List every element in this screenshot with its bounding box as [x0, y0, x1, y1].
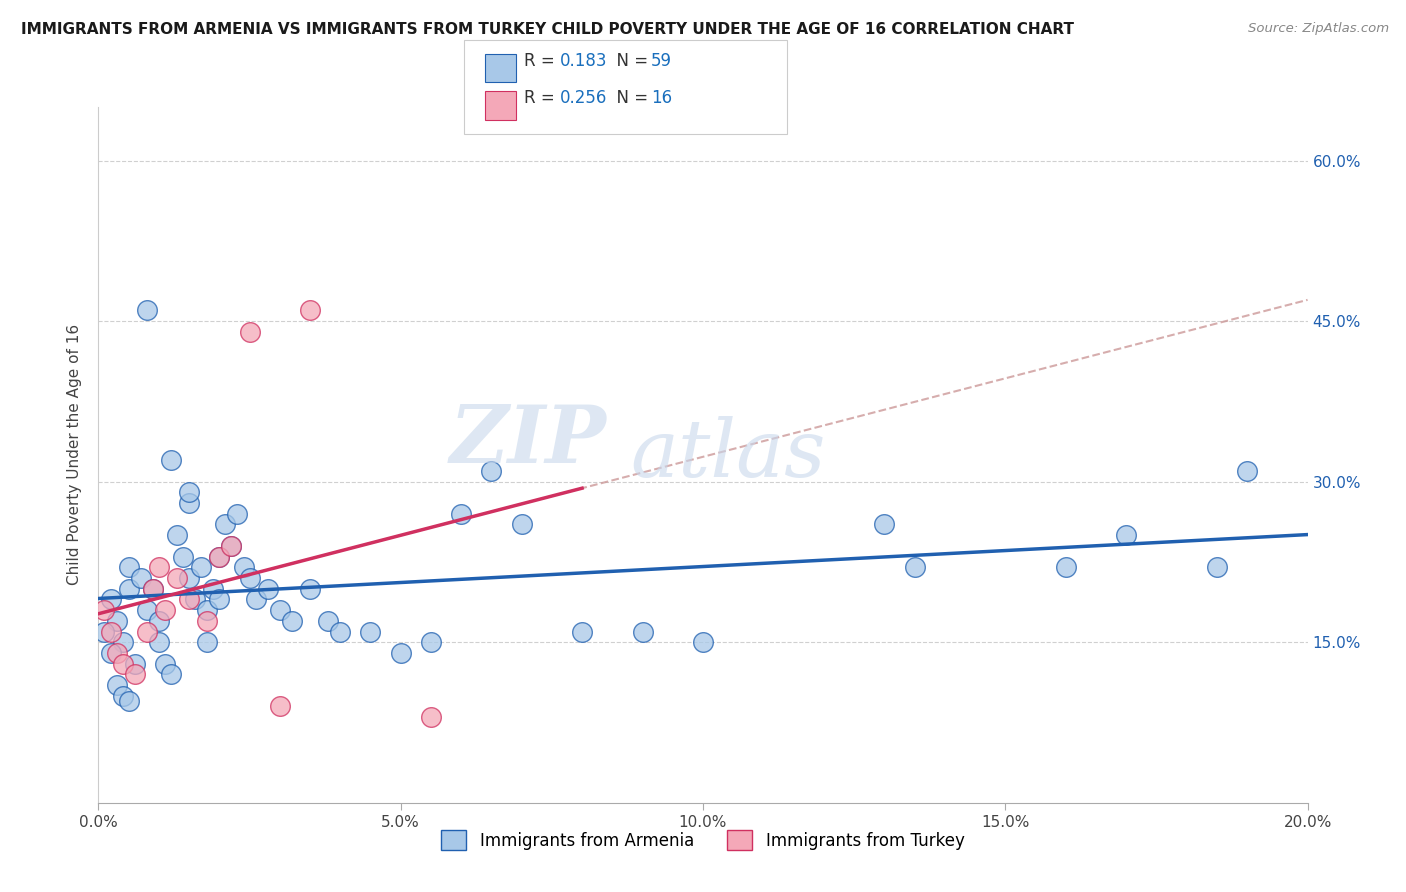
Point	[148, 614, 170, 628]
Point	[190, 560, 212, 574]
Point	[208, 592, 231, 607]
Point	[202, 582, 225, 596]
Point	[124, 657, 146, 671]
Point	[208, 549, 231, 564]
Point	[269, 699, 291, 714]
Point	[1054, 560, 1077, 574]
Text: ZIP: ZIP	[450, 402, 606, 480]
Point	[111, 635, 134, 649]
Point	[105, 646, 128, 660]
Point	[481, 464, 503, 478]
Point	[111, 657, 134, 671]
Point	[118, 582, 141, 596]
Point	[450, 507, 472, 521]
Point	[195, 614, 218, 628]
Text: R =: R =	[524, 52, 561, 70]
Point	[692, 635, 714, 649]
Point	[118, 560, 141, 574]
Point	[510, 517, 533, 532]
Point	[256, 582, 278, 596]
Point	[239, 325, 262, 339]
Text: 0.183: 0.183	[560, 52, 607, 70]
Text: 16: 16	[651, 89, 672, 107]
Point	[129, 571, 152, 585]
Text: atlas: atlas	[630, 417, 825, 493]
Point	[135, 303, 157, 318]
Text: IMMIGRANTS FROM ARMENIA VS IMMIGRANTS FROM TURKEY CHILD POVERTY UNDER THE AGE OF: IMMIGRANTS FROM ARMENIA VS IMMIGRANTS FR…	[21, 22, 1074, 37]
Point	[135, 624, 157, 639]
Point	[420, 635, 443, 649]
Point	[111, 689, 134, 703]
Point	[179, 496, 201, 510]
Point	[420, 710, 443, 724]
Point	[166, 571, 188, 585]
Point	[299, 303, 322, 318]
Point	[873, 517, 896, 532]
Point	[195, 603, 218, 617]
Text: 59: 59	[651, 52, 672, 70]
Point	[118, 694, 141, 708]
Point	[166, 528, 188, 542]
Point	[571, 624, 593, 639]
Point	[1236, 464, 1258, 478]
Point	[245, 592, 267, 607]
Point	[135, 603, 157, 617]
Legend: Immigrants from Armenia, Immigrants from Turkey: Immigrants from Armenia, Immigrants from…	[434, 823, 972, 857]
Point	[179, 571, 201, 585]
Point	[100, 592, 122, 607]
Point	[232, 560, 254, 574]
Point	[105, 678, 128, 692]
Text: N =: N =	[606, 52, 654, 70]
Point	[153, 657, 176, 671]
Point	[93, 603, 115, 617]
Point	[1115, 528, 1137, 542]
Point	[1206, 560, 1229, 574]
Point	[172, 549, 194, 564]
Point	[195, 635, 218, 649]
Point	[153, 603, 176, 617]
Y-axis label: Child Poverty Under the Age of 16: Child Poverty Under the Age of 16	[67, 325, 83, 585]
Point	[142, 582, 165, 596]
Point	[148, 560, 170, 574]
Point	[105, 614, 128, 628]
Point	[208, 549, 231, 564]
Point	[299, 582, 322, 596]
Point	[124, 667, 146, 681]
Point	[221, 539, 243, 553]
Point	[179, 485, 201, 500]
Point	[360, 624, 382, 639]
Point	[239, 571, 262, 585]
Text: 0.256: 0.256	[560, 89, 607, 107]
Point	[281, 614, 304, 628]
Point	[329, 624, 352, 639]
Point	[221, 539, 243, 553]
Point	[904, 560, 927, 574]
Point	[179, 592, 201, 607]
Text: N =: N =	[606, 89, 654, 107]
Text: R =: R =	[524, 89, 561, 107]
Text: Source: ZipAtlas.com: Source: ZipAtlas.com	[1249, 22, 1389, 36]
Point	[148, 635, 170, 649]
Point	[93, 624, 115, 639]
Point	[214, 517, 236, 532]
Point	[100, 624, 122, 639]
Point	[160, 667, 183, 681]
Point	[316, 614, 339, 628]
Point	[631, 624, 654, 639]
Point	[100, 646, 122, 660]
Point	[160, 453, 183, 467]
Point	[226, 507, 249, 521]
Point	[142, 582, 165, 596]
Point	[269, 603, 291, 617]
Point	[389, 646, 412, 660]
Point	[184, 592, 207, 607]
